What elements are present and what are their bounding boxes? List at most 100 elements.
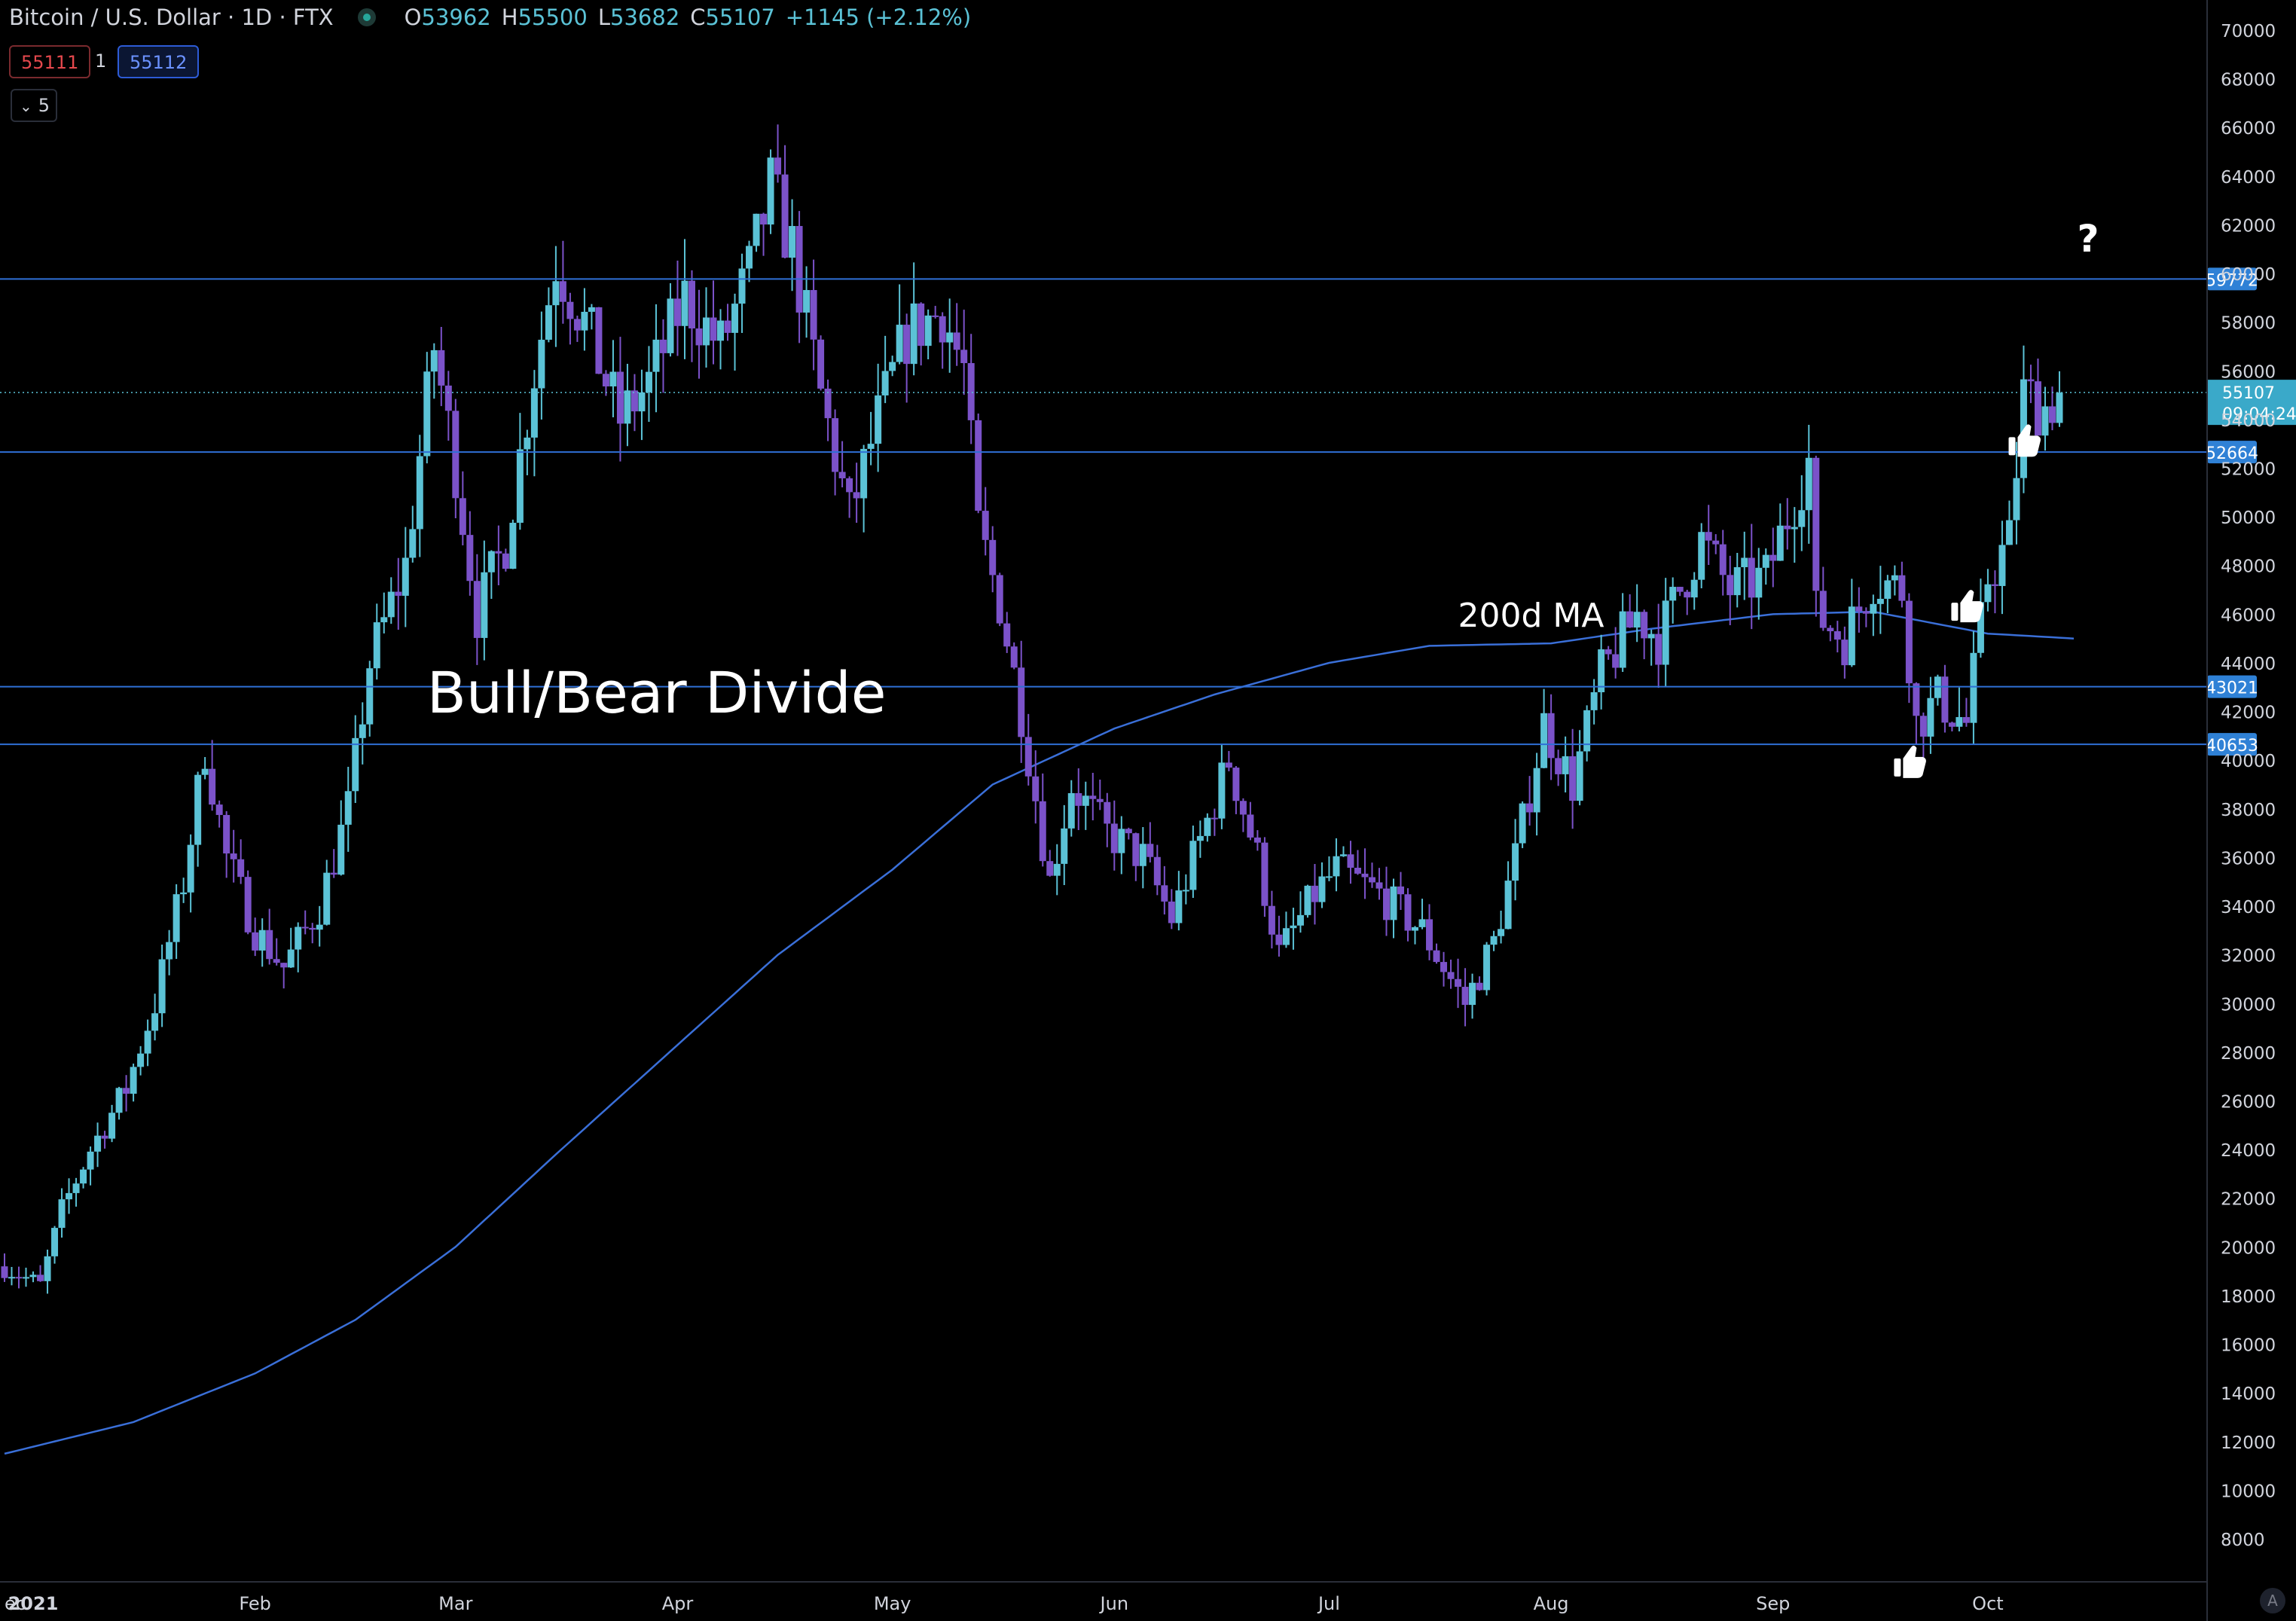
candle-body: [387, 591, 395, 618]
candle-body: [1296, 914, 1304, 926]
candle-body: [1619, 611, 1626, 668]
candle-body: [2020, 379, 2027, 478]
candle-body: [144, 1030, 151, 1054]
candle-body: [1125, 829, 1132, 834]
candle-body: [588, 307, 595, 312]
candle-body: [1583, 710, 1591, 752]
candle-body: [1390, 886, 1397, 920]
candle-body: [1003, 623, 1011, 647]
candle-body: [1204, 817, 1211, 836]
y-tick-label: 14000: [2221, 1384, 2276, 1404]
candle-body: [1898, 575, 1906, 601]
candle-body: [1375, 882, 1383, 889]
x-tick-label: Sep: [1756, 1593, 1790, 1614]
y-tick-label: 48000: [2221, 557, 2276, 577]
candle-body: [1690, 579, 1698, 598]
y-tick-label: 34000: [2221, 898, 2276, 917]
candle-body: [123, 1088, 130, 1094]
candle-body: [753, 213, 760, 246]
candle-body: [1827, 627, 1834, 631]
thumbs-up-icon-mid: [1951, 590, 1983, 623]
thumb-hand: [1903, 745, 1926, 778]
moving-average-line: [4, 610, 2075, 1455]
candle-body: [795, 226, 803, 313]
candle-body: [652, 339, 660, 372]
candle-body: [746, 246, 753, 269]
auto-scale-button[interactable]: A: [2260, 1588, 2285, 1613]
candle-body: [1855, 606, 1863, 612]
candle-body: [545, 305, 552, 340]
candle-body: [151, 1013, 159, 1031]
candle-body: [881, 371, 889, 395]
indicators-count: 5: [38, 95, 50, 116]
candle-body: [115, 1088, 123, 1113]
candle-body: [1318, 876, 1326, 902]
candle-body: [380, 617, 388, 623]
candle-body: [860, 448, 868, 499]
y-tick-label: 60000: [2221, 265, 2276, 285]
candle-body: [15, 1277, 23, 1279]
y-tick-label: 16000: [2221, 1336, 2276, 1356]
candle-body: [1325, 876, 1333, 878]
candle-body: [524, 437, 531, 450]
candle-body: [1547, 713, 1555, 759]
candle-body: [416, 456, 423, 530]
candle-body: [1876, 598, 1884, 604]
market-status-icon: [357, 8, 376, 26]
candle-body: [444, 385, 452, 411]
sell-button[interactable]: 55111: [9, 45, 91, 78]
candle-body: [66, 1192, 73, 1200]
candle-body: [1991, 584, 1998, 586]
candle-body: [1354, 868, 1361, 874]
candle-body: [996, 575, 1003, 624]
candle-body: [946, 332, 954, 343]
candle-body: [287, 949, 295, 968]
candle-body: [1339, 854, 1347, 856]
candle-body: [1526, 803, 1534, 813]
candle-body: [1010, 646, 1018, 668]
candle-body: [1805, 457, 1812, 511]
candle-body: [1333, 856, 1340, 877]
candle-body: [1476, 982, 1483, 991]
candle-body: [337, 824, 345, 875]
low-value: 53682: [610, 5, 680, 30]
candle-body: [29, 1275, 37, 1278]
y-tick-label: 68000: [2221, 71, 2276, 90]
indicators-toggle-button[interactable]: ⌄ 5: [11, 89, 57, 122]
y-tick-label: 52000: [2221, 460, 2276, 480]
candle-body: [1626, 611, 1634, 628]
candle-body: [1956, 716, 1963, 727]
ma-label: 200d MA: [1458, 597, 1604, 635]
candle-body: [1440, 962, 1448, 972]
low-label: L: [597, 5, 611, 30]
buy-button[interactable]: 55112: [118, 45, 200, 78]
candle-body: [1870, 603, 1877, 614]
y-tick-label: 50000: [2221, 508, 2276, 528]
candle-body: [1719, 544, 1727, 575]
candle-body: [1884, 580, 1891, 599]
candle-body: [939, 316, 946, 343]
candle-body: [516, 449, 524, 524]
candle-body: [903, 325, 911, 365]
candle-body: [1032, 776, 1040, 801]
candle-body: [1304, 885, 1311, 915]
candle-body: [638, 392, 646, 412]
x-tick-label: May: [874, 1593, 911, 1614]
candle-body: [1540, 713, 1548, 768]
x-tick-label: 2021: [8, 1593, 59, 1614]
candle-body: [409, 529, 417, 558]
y-tick-label: 26000: [2221, 1092, 2276, 1112]
chevron-down-icon: ⌄: [20, 97, 32, 115]
last-price-tag: [2207, 380, 2296, 426]
y-tick-label: 40000: [2221, 752, 2276, 771]
candle-body: [2056, 392, 2063, 423]
candle-body: [1161, 885, 1168, 902]
candle-body: [717, 320, 725, 341]
candle-body: [1418, 919, 1426, 927]
candle-body: [2005, 520, 2013, 545]
candle-body: [166, 942, 173, 960]
symbol-title[interactable]: Bitcoin / U.S. Dollar · 1D · FTX: [9, 5, 334, 30]
candle-body: [889, 362, 896, 371]
level-price-label: 43021: [2206, 679, 2258, 698]
